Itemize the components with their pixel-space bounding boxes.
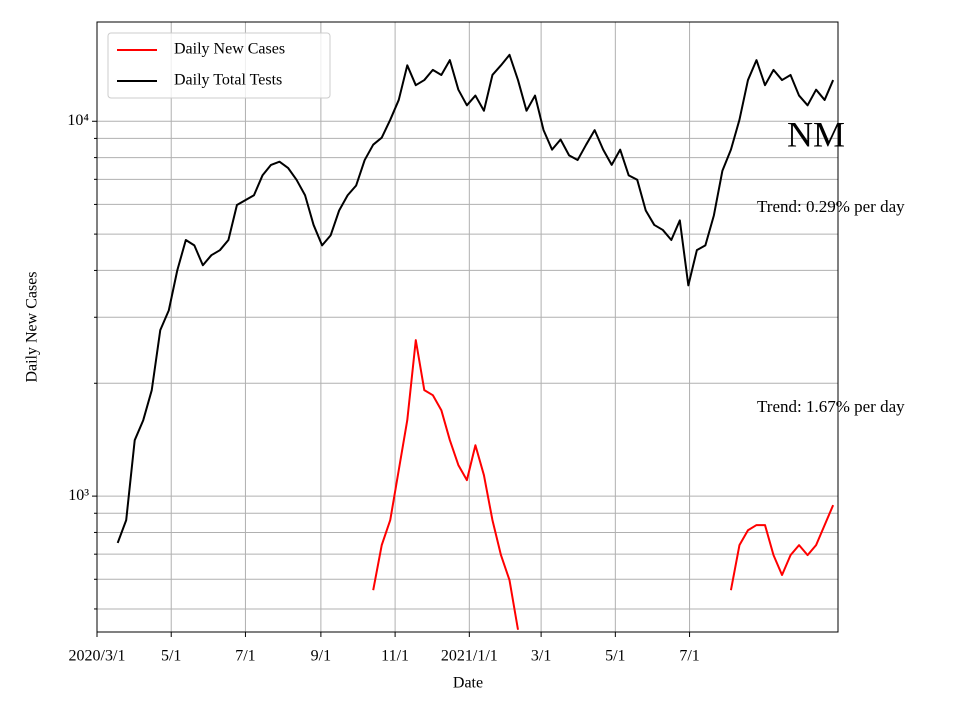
x-tick-label: 3/1 <box>531 648 551 665</box>
annotation: NM <box>787 114 845 154</box>
x-tick-label: 5/1 <box>605 648 625 665</box>
grid <box>96 22 838 632</box>
x-axis-label: Date <box>453 675 483 692</box>
plot-lines <box>116 53 835 630</box>
legend-label: Daily New Cases <box>174 41 285 58</box>
y-axis-label: Daily New Cases <box>24 271 41 382</box>
y-tick-label: 10⁴ <box>67 112 89 129</box>
data-line <box>372 339 835 630</box>
x-tick-label: 5/1 <box>161 648 181 665</box>
x-tick-label: 11/1 <box>381 648 409 665</box>
annotation: Trend: 1.67% per day <box>757 397 905 416</box>
x-tick-label: 7/1 <box>679 648 699 665</box>
x-tick-label: 2020/3/1 <box>69 648 126 665</box>
legend-label: Daily Total Tests <box>174 72 282 89</box>
data-line <box>116 53 835 544</box>
x-tick-label: 9/1 <box>311 648 331 665</box>
x-tick-label: 7/1 <box>235 648 255 665</box>
x-tick-label: 2021/1/1 <box>441 648 498 665</box>
labels: 2020/3/1 5/1 7/1 9/1 11/1 2021/1/1 3/1 5/1 7/1 10… <box>67 112 699 665</box>
y-tick-label: 10³ <box>68 487 89 504</box>
annotation: Trend: 0.29% per day <box>757 197 905 216</box>
legend: Daily New Cases Daily Total Tests <box>107 32 331 99</box>
legend-box <box>107 32 331 99</box>
plot-frame <box>96 21 839 633</box>
